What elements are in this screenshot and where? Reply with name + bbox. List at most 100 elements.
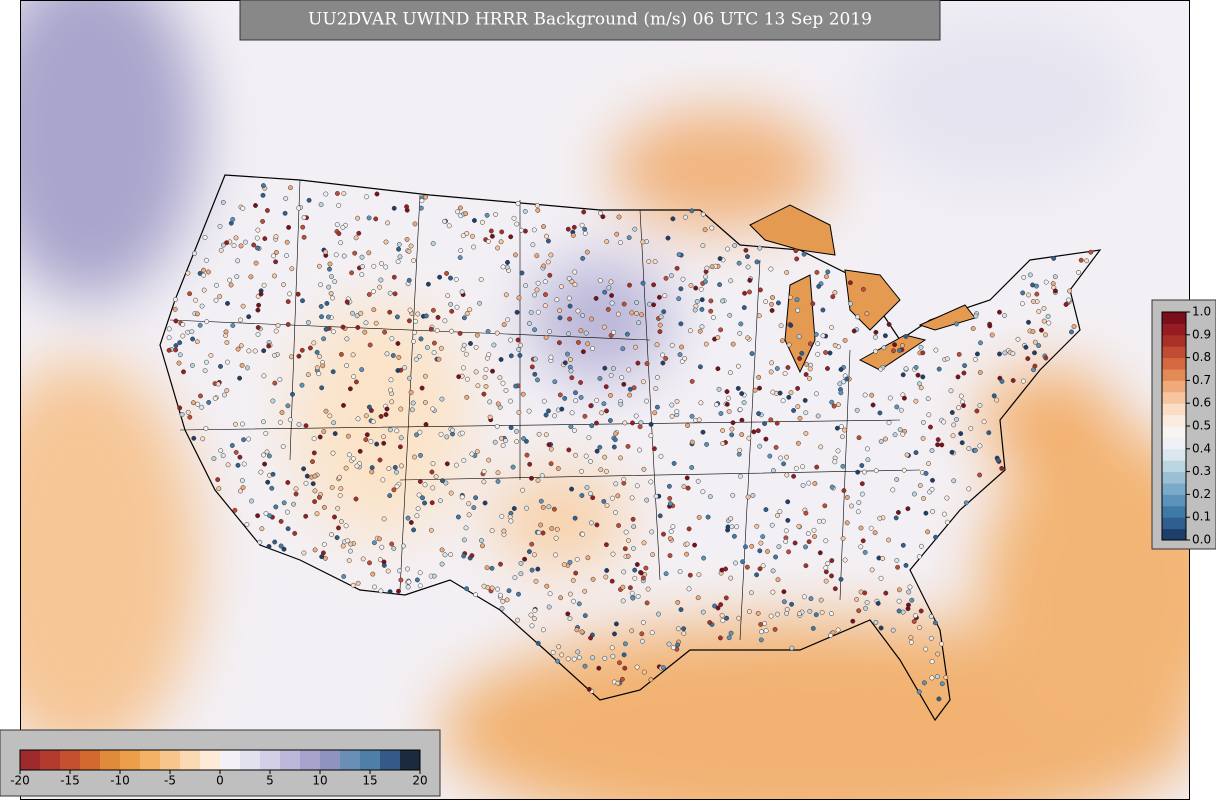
station-dot <box>493 211 499 217</box>
station-dot <box>474 332 480 338</box>
station-dot <box>695 595 701 601</box>
station-dot <box>637 447 642 453</box>
station-dot <box>489 585 495 591</box>
station-dot <box>709 264 715 270</box>
station-dot <box>316 263 322 269</box>
station-dot <box>378 413 384 419</box>
station-dot <box>730 492 736 498</box>
station-dot <box>527 461 533 467</box>
station-dot <box>461 457 467 463</box>
station-dot <box>609 578 615 584</box>
station-dot <box>340 324 346 330</box>
station-dot <box>739 391 745 397</box>
station-dot <box>827 350 833 356</box>
station-dot <box>220 199 226 205</box>
station-dot <box>829 324 835 330</box>
station-dot <box>434 328 440 333</box>
station-dot <box>317 354 323 359</box>
station-dot <box>629 628 635 634</box>
station-dot <box>352 250 358 256</box>
station-dot <box>633 413 639 419</box>
station-dot <box>634 300 640 305</box>
station-dot <box>603 384 609 390</box>
station-dot <box>310 481 316 487</box>
station-dot <box>607 418 613 423</box>
station-dot <box>369 469 375 475</box>
station-dot <box>954 417 959 422</box>
tick-label: 0 <box>216 774 224 788</box>
station-dot <box>587 491 593 497</box>
station-dot <box>770 389 776 395</box>
colorbar-segment <box>120 750 141 770</box>
title: UU2DVAR UWIND HRRR Background (m/s) 06 U… <box>308 10 872 30</box>
station-dot <box>285 299 291 305</box>
station-dot <box>543 432 549 438</box>
station-dot <box>588 403 594 409</box>
station-dot <box>733 560 739 566</box>
station-dot <box>757 385 762 391</box>
station-dot <box>278 543 284 549</box>
station-dot <box>338 486 344 492</box>
station-dot <box>273 259 279 265</box>
station-dot <box>423 194 429 200</box>
station-dot <box>367 342 373 348</box>
station-dot <box>314 511 320 517</box>
station-dot <box>661 531 666 537</box>
station-dot <box>718 327 724 333</box>
station-dot <box>597 444 603 450</box>
station-dot <box>542 279 548 285</box>
station-dot <box>364 432 370 438</box>
station-dot <box>735 363 741 369</box>
station-dot <box>632 567 638 573</box>
station-dot <box>900 372 906 378</box>
station-dot <box>789 601 795 607</box>
station-dot <box>334 191 340 196</box>
station-dot <box>252 348 258 354</box>
station-dot <box>829 558 835 564</box>
station-dot <box>457 330 463 336</box>
station-dot <box>166 335 172 341</box>
station-dot <box>760 563 766 569</box>
station-dot <box>510 464 516 470</box>
station-dot <box>238 243 244 249</box>
station-dot <box>580 531 586 537</box>
station-dot <box>227 277 233 283</box>
station-dot <box>915 372 921 378</box>
station-dot <box>289 266 295 272</box>
station-dot <box>440 478 445 484</box>
station-dot <box>823 274 829 280</box>
station-dot <box>816 518 822 524</box>
station-dot <box>249 498 255 504</box>
station-dot <box>480 543 485 549</box>
station-dot <box>406 318 412 324</box>
station-dot <box>893 515 899 521</box>
station-dot <box>544 583 550 589</box>
station-dot <box>707 494 713 500</box>
station-dot <box>747 289 752 295</box>
station-dot <box>534 287 540 293</box>
station-dot <box>625 538 631 543</box>
station-dot <box>620 346 626 352</box>
station-dot <box>702 227 708 233</box>
station-dot <box>615 311 621 317</box>
station-dot <box>622 420 628 426</box>
station-dot <box>263 511 269 516</box>
station-dot <box>894 404 900 410</box>
station-dot <box>338 351 344 357</box>
station-dot <box>594 420 599 426</box>
station-dot <box>272 352 278 358</box>
station-dot <box>704 441 710 447</box>
station-dot <box>860 538 866 544</box>
station-dot <box>786 342 792 348</box>
station-dot <box>508 337 513 343</box>
colorbar-segment <box>400 750 421 770</box>
station-dot <box>936 366 942 372</box>
station-dot <box>260 183 266 189</box>
station-dot <box>651 302 657 308</box>
station-dot <box>223 329 229 335</box>
station-dot <box>423 422 429 427</box>
tick-label: 0.0 <box>1192 533 1211 547</box>
tick-label: 0.9 <box>1192 327 1211 341</box>
station-dot <box>272 380 278 386</box>
station-dot <box>627 282 632 288</box>
